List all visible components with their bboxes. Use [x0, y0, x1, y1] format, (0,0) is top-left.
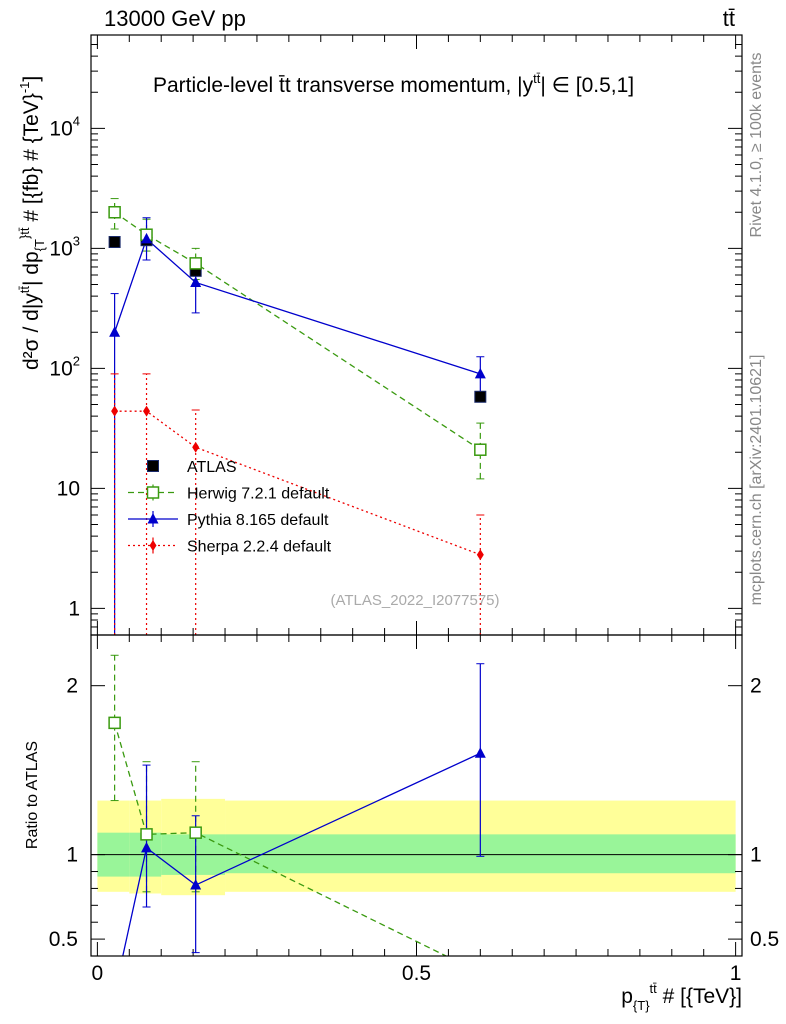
ratio-point	[189, 826, 202, 839]
data-point	[111, 405, 119, 417]
data-point	[474, 390, 487, 403]
y-tick-label: 103	[49, 233, 80, 260]
y-axis-label: d²σ / d|ytt̄| dp{T}tt̄ # [{fb} # {TeV}-1…	[17, 76, 47, 370]
data-point	[108, 236, 121, 249]
ratio-panel-markers	[108, 716, 486, 890]
legend-label: ATLAS	[187, 459, 237, 476]
rivet-version-label: Rivet 4.1.0, ≥ 100k events	[748, 53, 765, 238]
legend-label: Herwig 7.2.1 default	[187, 486, 330, 503]
y-tick-label: 102	[49, 353, 80, 380]
legend-label: Sherpa 2.2.4 default	[187, 539, 332, 556]
ratio-panel-bands	[91, 798, 742, 896]
y-tick-label: 104	[49, 113, 80, 140]
ratio-line-3	[115, 1015, 481, 1018]
legend-marker	[147, 460, 159, 472]
legend-marker	[147, 513, 159, 524]
ratio-tick-label-right: 1	[750, 844, 762, 867]
series-line-2	[113, 237, 481, 375]
ratio-point	[140, 828, 153, 841]
ratio-point	[474, 747, 486, 758]
ratio-tick-label: 2	[66, 675, 78, 698]
data-point	[476, 549, 484, 561]
data-point	[143, 405, 151, 417]
ratio-point	[108, 716, 121, 730]
ratio-tick-label: 1	[66, 844, 78, 867]
data-point	[109, 326, 121, 337]
plot-title: Particle-level t̄t transverse momentum, …	[153, 71, 634, 97]
ratio-point	[141, 841, 153, 853]
main-panel-ticks: 1 10 102 103 104	[49, 34, 742, 636]
legend: ATLAS Herwig 7.2.1 default Pythia 8.165 de…	[128, 459, 332, 556]
collision-label: 13000 GeV pp	[104, 6, 246, 31]
main-panel-series-lines	[110, 198, 485, 635]
ratio-tick-label-right: 0.5	[750, 928, 779, 951]
ratio-panel-ticks: 0.5 0.5 1 1 2 2 0 0.5 1	[49, 635, 779, 985]
ratio-tick-label: 0.5	[49, 928, 78, 951]
ratio-panel-series-lines	[110, 654, 485, 1018]
ratio-point	[190, 879, 202, 890]
data-point	[474, 367, 486, 379]
x-tick-label: 1	[730, 962, 742, 985]
data-point	[189, 257, 202, 270]
data-point	[474, 443, 487, 456]
y-tick-label: 10	[57, 477, 80, 500]
ratio-tick-label-right: 2	[750, 675, 762, 698]
data-point	[190, 276, 202, 287]
data-point	[192, 441, 200, 453]
legend-marker	[146, 486, 160, 499]
series-line-3	[114, 410, 481, 556]
legend-label: Pythia 8.165 default	[187, 512, 329, 529]
x-axis-label: p{T}tt̄ # [{TeV}]	[621, 981, 742, 1013]
analysis-watermark: (ATLAS_2022_I2077575)	[330, 592, 499, 609]
legend-marker	[149, 540, 157, 551]
series-line-1	[114, 211, 481, 451]
x-tick-label: 0.5	[402, 962, 431, 985]
data-point	[141, 232, 153, 244]
main-panel-markers	[108, 206, 487, 561]
ratio-line-1	[113, 722, 448, 956]
y-tick-label: 1	[68, 597, 80, 620]
x-tick-label: 0	[92, 962, 104, 985]
ratio-panel-frame	[90, 634, 743, 957]
data-point	[108, 206, 121, 219]
ratio-axis-label: Ratio to ATLAS	[24, 741, 41, 849]
mcplots-label: mcplots.cern.ch [arXiv:2401.10621]	[748, 355, 765, 606]
process-label: tt̄	[723, 6, 735, 31]
ratio-line-2	[122, 752, 481, 956]
